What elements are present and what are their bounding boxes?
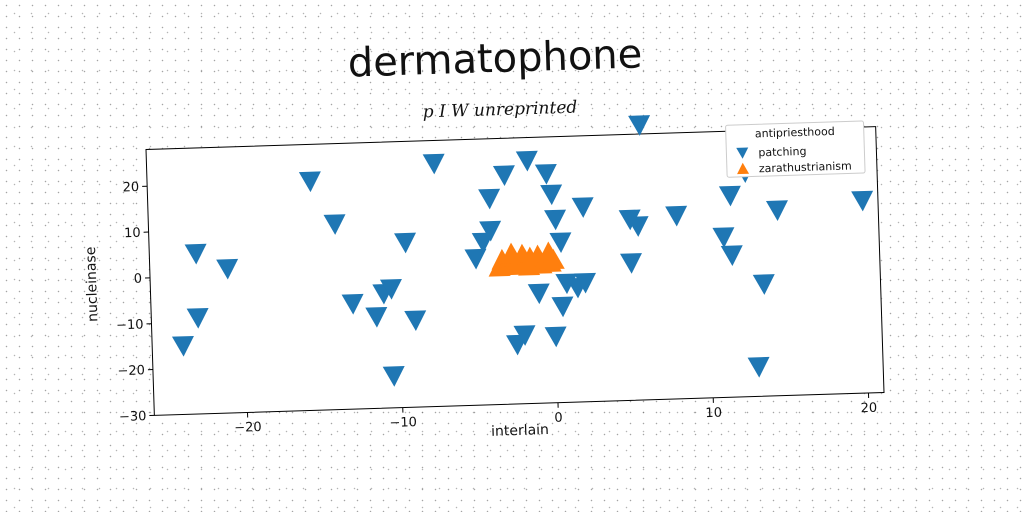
x-axis-label: interlain [491,422,549,440]
point-patching [513,325,536,346]
y-axis-label: nucleinase [83,246,101,322]
point-patching [619,253,642,274]
plot-area: −20 −10 0 10 20 −30 −20 −10 0 10 20 interlain nucl… [83,115,885,440]
legend-title: antipriesthood [755,125,835,141]
chart-title: dermatophone [347,31,643,87]
point-patching [527,283,550,305]
point-patching [471,232,494,254]
x-tick-label: 0 [554,411,563,426]
point-patching [365,306,388,328]
point-patching [404,310,427,332]
points-layer [171,115,874,387]
scatter-plot: −20 −10 0 10 20 −30 −20 −10 0 10 20 interlain nucl… [83,115,885,440]
point-patching [574,272,596,294]
y-tick-label: 0 [134,272,143,287]
point-patching [665,205,688,227]
point-patching [720,245,743,266]
point-patching [479,220,502,242]
point-patching [422,153,445,175]
point-patching [752,274,775,295]
point-patching [544,209,567,231]
point-patching [186,307,209,329]
point-patching [464,248,487,270]
y-tick-label: 20 [122,180,139,196]
x-tick-label: 20 [860,401,877,417]
point-patching [382,366,405,387]
point-patching [184,243,207,265]
point-patching [544,326,567,348]
point-patching [571,197,594,218]
y-tick-label: −30 [119,409,147,425]
x-tick-label: 10 [705,406,722,422]
legend-marker-zarathustrianism [737,162,750,175]
point-patching [534,163,557,185]
point-patching [379,278,402,300]
legend-label-zarathustrianism: zarathustrianism [759,159,852,175]
point-patching [626,216,649,237]
chart-subtitle: p I W unreprinted [422,97,578,123]
point-patching [549,232,572,254]
x-tick-label: −10 [389,415,417,431]
point-zarathustrianism [542,248,565,270]
point-patching [298,171,321,193]
point-patching [341,293,364,315]
y-tick-label: −20 [117,363,145,379]
point-patching [712,227,735,248]
x-tick-label: −20 [234,420,262,436]
point-patching [747,356,770,378]
point-patching [851,190,874,212]
point-patching [551,296,574,318]
point-zarathustrianism [500,242,523,264]
y-tick-label: −10 [116,317,144,333]
point-patching [628,115,651,136]
point-patching [478,188,501,210]
point-patching [765,200,788,221]
legend-box [725,120,866,178]
point-patching [394,232,417,254]
point-patching [515,150,538,172]
point-patching [171,335,194,357]
legend-label-patching: patching [758,145,806,160]
tick-layer: −20 −10 0 10 20 −30 −20 −10 0 10 20 [116,180,878,436]
point-patching [540,184,563,206]
y-tick-label: 10 [124,226,141,242]
point-patching [718,185,741,207]
point-zarathustrianism [518,254,541,276]
point-patching [492,165,515,186]
legend-marker-patching [736,147,749,159]
point-patching [323,214,346,235]
point-patching [216,258,239,280]
